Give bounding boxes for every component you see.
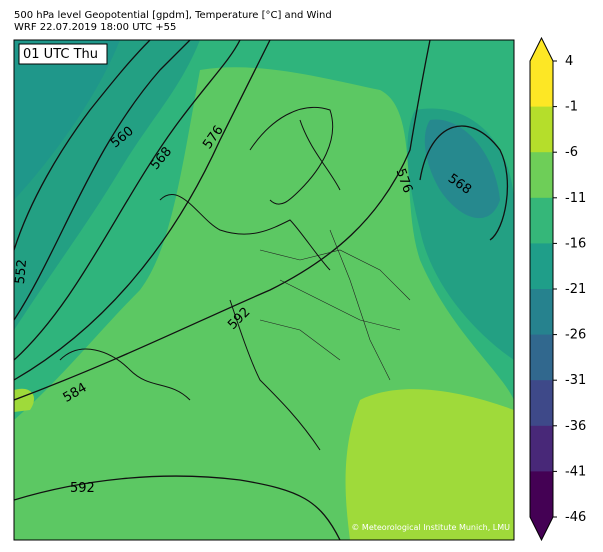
colorbar-tick-label: 4: [565, 54, 573, 69]
colorbar-band: [530, 197, 553, 244]
colorbar-tick-label: -1: [565, 100, 578, 115]
colorbar-band: [530, 106, 553, 153]
colorbar-extension-bottom: [530, 517, 553, 540]
colorbar-band: [530, 152, 553, 199]
colorbar: 4 -1 -6 -11 -16 -21 -26 -31 -36 -41 -46: [529, 36, 586, 542]
colorbar-tick-label: -11: [565, 191, 586, 206]
colorbar-band: [530, 380, 553, 427]
colorbar-tick-label: -41: [565, 464, 586, 479]
colorbar-tick-label: -46: [565, 510, 586, 525]
contour-label: 552: [13, 259, 30, 285]
time-label: 01 UTC Thu: [23, 47, 98, 62]
colorbar-band: [530, 334, 553, 381]
colorbar-extension-top: [530, 38, 553, 61]
title: 500 hPa level Geopotential [gpdm], Tempe…: [14, 10, 332, 21]
colorbar-tick-label: -36: [565, 419, 586, 434]
colorbar-band: [530, 61, 553, 108]
colorbar-tick-label: -26: [565, 328, 586, 343]
copyright: © Meteorological Institute Munich, LMU: [351, 523, 510, 532]
colorbar-tick-label: -31: [565, 373, 586, 388]
colorbar-band: [530, 471, 553, 518]
subtitle: WRF 22.07.2019 18:00 UTC +55: [14, 22, 176, 33]
colorbar-tick-label: -16: [565, 236, 586, 251]
map: 01 UTC Thu 560 568 576 552 592 584 592 5…: [13, 39, 515, 541]
colorbar-band: [530, 425, 553, 472]
colorbar-band: [530, 243, 553, 290]
colorbar-band: [530, 289, 553, 336]
colorbar-tick-label: -6: [565, 145, 578, 160]
colorbar-tick-label: -21: [565, 282, 586, 297]
contour-label: 592: [70, 481, 95, 496]
